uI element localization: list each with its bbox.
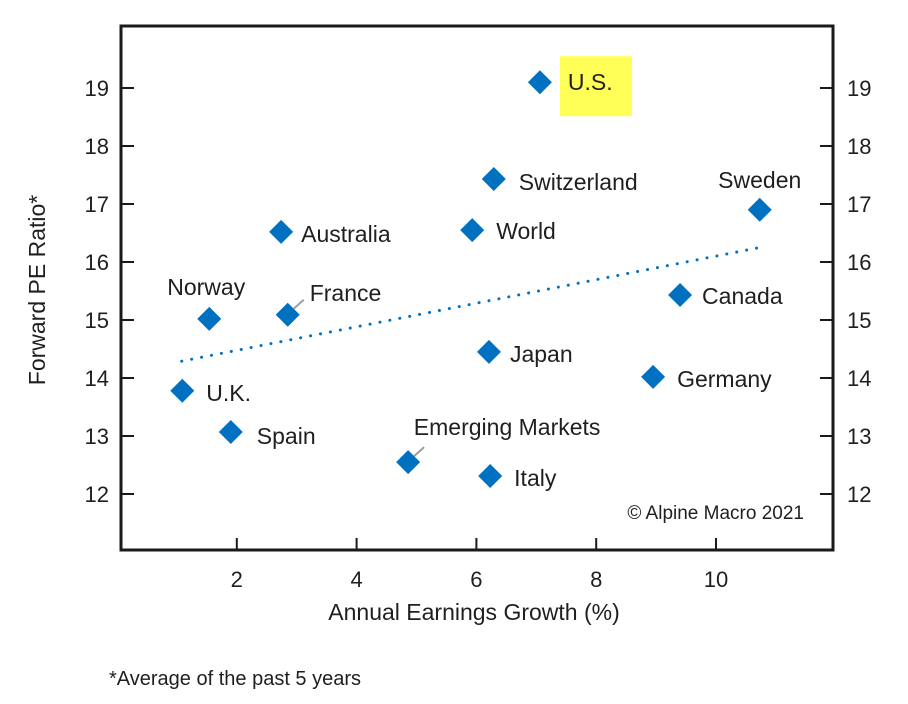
y-tick-label-left: 17: [85, 192, 109, 217]
point-italy: Italy: [478, 464, 557, 491]
point-u-k: U.K.: [170, 378, 251, 406]
points-layer: U.S. Switzerland Sweden Australia World Norwa…: [167, 56, 801, 491]
diamond-marker: [218, 419, 243, 444]
diamond-marker: [527, 70, 552, 95]
point-label: Germany: [677, 366, 772, 392]
trendline-layer: [180, 245, 765, 363]
point-u-s: U.S.: [527, 56, 632, 117]
x-tick-label: 4: [350, 567, 362, 592]
point-label: U.K.: [206, 380, 251, 406]
y-axis-right: 12 13 14 15 16 17 18 19: [820, 76, 871, 507]
trendline: [180, 245, 765, 363]
y-tick-label-left: 18: [85, 134, 109, 159]
point-label: France: [310, 280, 382, 306]
point-japan: Japan: [476, 339, 573, 367]
y-tick-label-left: 12: [85, 482, 109, 507]
point-norway: Norway: [167, 274, 246, 331]
diamond-marker: [747, 197, 772, 222]
point-label: Emerging Markets: [414, 414, 601, 440]
y-axis-title: Forward PE Ratio*: [24, 195, 50, 386]
diamond-marker: [269, 219, 294, 244]
y-tick-label-left: 19: [85, 76, 109, 101]
diamond-marker: [396, 450, 421, 475]
diamond-marker: [460, 218, 485, 243]
diamond-marker: [641, 364, 666, 389]
x-tick-label: 6: [470, 567, 482, 592]
copyright-annotation: © Alpine Macro 2021: [627, 503, 804, 524]
point-spain: Spain: [218, 419, 316, 449]
scatter-chart: 12 13 14 15 16 17 18 19 12 13 14 15 16 17 18 19 2 4 6 8 10…: [24, 24, 871, 625]
leader-line: [413, 446, 425, 457]
point-label: Italy: [514, 465, 557, 491]
y-tick-label-right: 14: [847, 366, 871, 391]
y-tick-label-right: 18: [847, 134, 871, 159]
point-emerging-markets: Emerging Markets: [396, 414, 601, 475]
point-label: Australia: [301, 221, 391, 247]
point-sweden: Sweden: [718, 167, 801, 222]
y-tick-label-left: 15: [85, 308, 109, 333]
point-world: World: [460, 218, 556, 244]
y-tick-label-right: 13: [847, 424, 871, 449]
diamond-marker: [668, 283, 693, 308]
y-axis-left: 12 13 14 15 16 17 18 19: [85, 76, 134, 507]
point-label: Spain: [257, 423, 316, 449]
y-tick-label-right: 17: [847, 192, 871, 217]
x-tick-label: 2: [231, 567, 243, 592]
point-switzerland: Switzerland: [481, 167, 638, 195]
y-tick-label-left: 16: [85, 250, 109, 275]
footnote: *Average of the past 5 years: [109, 668, 362, 690]
x-tick-label: 8: [590, 567, 602, 592]
diamond-marker: [476, 339, 501, 364]
y-tick-label-right: 16: [847, 250, 871, 275]
x-tick-label: 10: [704, 567, 728, 592]
x-axis: 2 4 6 8 10: [231, 538, 728, 592]
point-label: Japan: [510, 341, 573, 367]
point-label: Norway: [167, 274, 245, 300]
point-france: France: [275, 280, 382, 327]
y-tick-label-right: 19: [847, 76, 871, 101]
diamond-marker: [197, 306, 222, 331]
x-axis-title: Annual Earnings Growth (%): [328, 599, 619, 625]
point-label: Canada: [702, 283, 783, 309]
y-tick-label-right: 15: [847, 308, 871, 333]
diamond-marker: [481, 167, 506, 192]
diamond-marker: [170, 378, 195, 403]
point-label: World: [496, 218, 556, 244]
y-tick-label-right: 12: [847, 482, 871, 507]
point-germany: Germany: [641, 364, 772, 392]
diamond-marker: [478, 464, 503, 489]
point-australia: Australia: [269, 219, 391, 247]
point-label: Switzerland: [519, 169, 638, 195]
point-label: Sweden: [718, 167, 801, 193]
highlight-box: [559, 56, 632, 117]
diamond-marker: [275, 302, 300, 327]
point-label: U.S.: [568, 69, 613, 95]
leader-line: [293, 299, 305, 310]
y-tick-label-left: 13: [85, 424, 109, 449]
point-canada: Canada: [668, 283, 783, 309]
y-tick-label-left: 14: [85, 366, 109, 391]
